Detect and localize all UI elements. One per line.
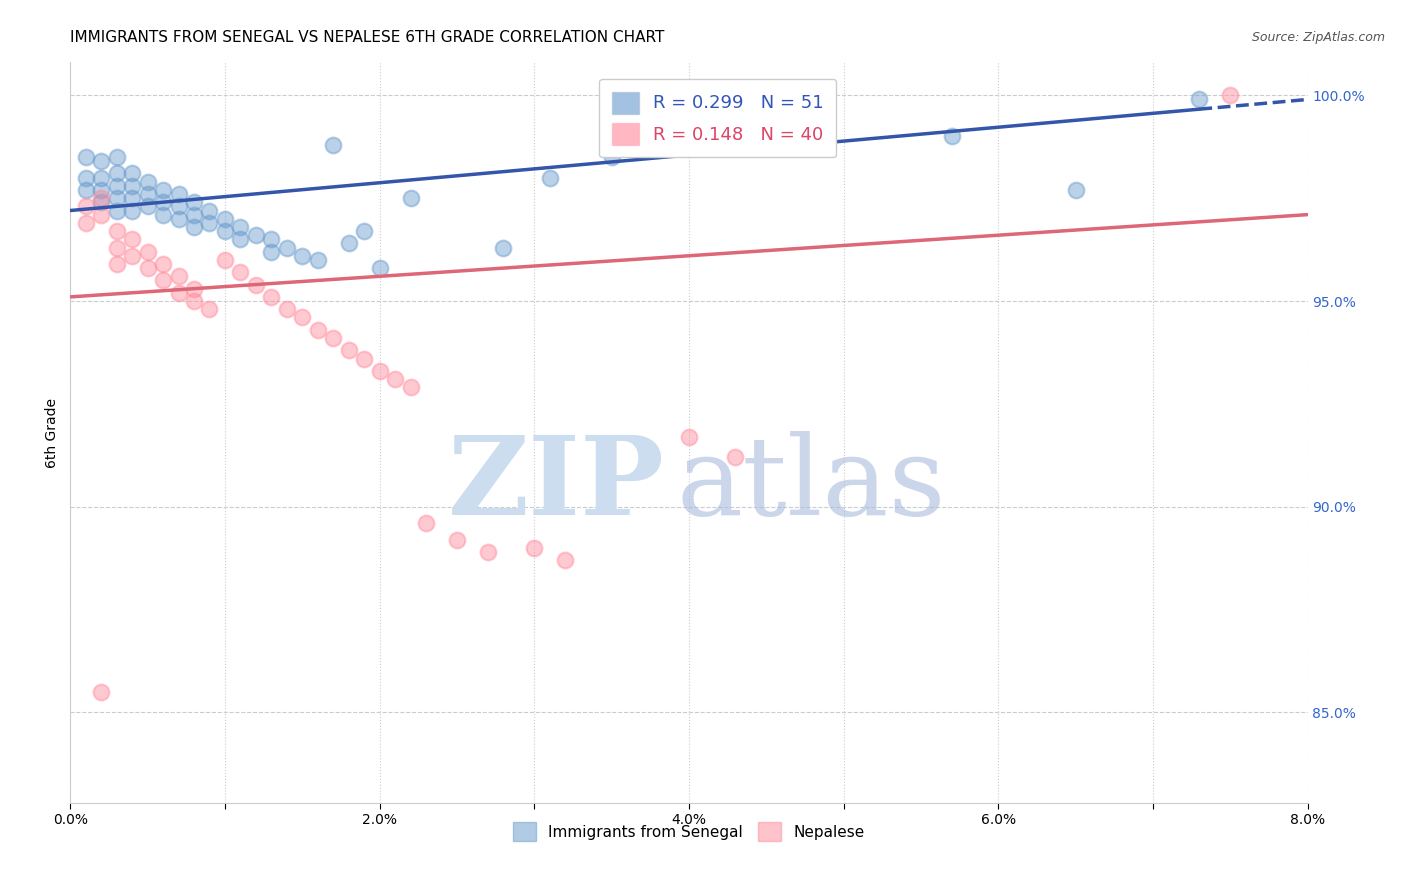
Point [1219,88,1241,103]
Point [136,187,159,202]
Point [167,285,190,300]
Point [276,240,298,254]
Point [105,166,128,180]
Point [105,240,128,254]
Point [121,166,143,180]
Point [368,364,391,378]
Point [941,129,963,144]
Point [105,257,128,271]
Point [75,216,97,230]
Point [214,224,236,238]
Point [724,450,747,465]
Point [75,183,97,197]
Point [307,252,329,267]
Point [492,240,515,254]
Point [90,191,112,205]
Point [105,203,128,218]
Point [75,150,97,164]
Point [353,351,375,366]
Point [198,216,221,230]
Point [121,232,143,246]
Point [198,203,221,218]
Point [1064,183,1087,197]
Point [399,191,422,205]
Text: ZIP: ZIP [447,431,664,538]
Point [90,195,112,210]
Legend: Immigrants from Senegal, Nepalese: Immigrants from Senegal, Nepalese [508,816,870,847]
Point [90,183,112,197]
Point [183,219,205,234]
Point [90,684,112,698]
Point [183,282,205,296]
Point [136,175,159,189]
Point [136,261,159,276]
Point [167,199,190,213]
Point [136,244,159,259]
Point [368,261,391,276]
Point [90,170,112,185]
Point [245,228,267,243]
Point [90,208,112,222]
Point [538,170,561,185]
Point [307,323,329,337]
Point [183,195,205,210]
Point [337,236,360,251]
Point [183,208,205,222]
Point [322,331,344,345]
Point [415,516,437,530]
Point [214,252,236,267]
Point [477,545,499,559]
Point [245,277,267,292]
Point [353,224,375,238]
Point [90,154,112,169]
Point [75,170,97,185]
Point [322,137,344,152]
Point [384,372,406,386]
Point [105,224,128,238]
Point [121,249,143,263]
Text: IMMIGRANTS FROM SENEGAL VS NEPALESE 6TH GRADE CORRELATION CHART: IMMIGRANTS FROM SENEGAL VS NEPALESE 6TH … [70,29,665,45]
Point [291,310,314,325]
Point [105,191,128,205]
Y-axis label: 6th Grade: 6th Grade [45,398,59,467]
Point [152,257,174,271]
Text: atlas: atlas [676,431,946,538]
Point [121,178,143,193]
Point [152,273,174,287]
Point [105,178,128,193]
Point [229,219,252,234]
Point [152,208,174,222]
Point [167,187,190,202]
Point [678,430,700,444]
Point [260,244,283,259]
Point [1188,92,1211,106]
Point [121,191,143,205]
Point [276,302,298,317]
Point [399,380,422,394]
Point [229,265,252,279]
Point [75,199,97,213]
Point [152,183,174,197]
Point [523,541,546,555]
Point [214,211,236,226]
Point [446,533,468,547]
Point [260,290,283,304]
Point [167,211,190,226]
Point [105,150,128,164]
Point [198,302,221,317]
Point [260,232,283,246]
Point [167,269,190,284]
Point [600,150,623,164]
Text: Source: ZipAtlas.com: Source: ZipAtlas.com [1251,31,1385,45]
Point [183,293,205,308]
Point [229,232,252,246]
Point [136,199,159,213]
Point [291,249,314,263]
Point [121,203,143,218]
Point [554,553,576,567]
Point [152,195,174,210]
Point [337,343,360,358]
